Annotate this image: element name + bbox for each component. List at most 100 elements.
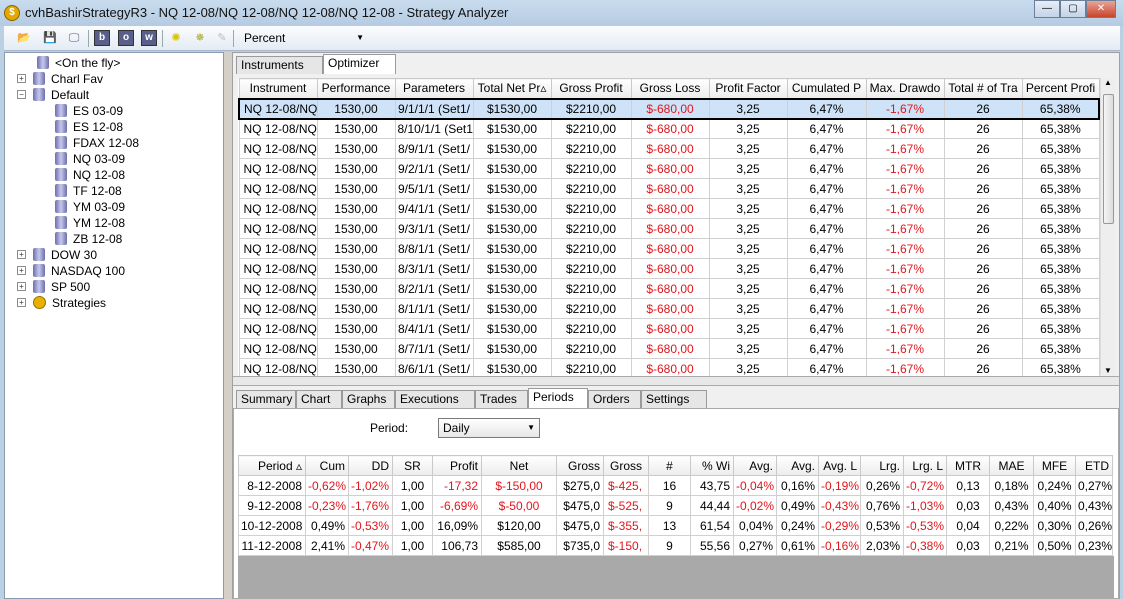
table-row[interactable]: NQ 12-08/NQ 1530,00 9/4/1/1 (Set1/$1530,00… [238, 198, 1100, 219]
tab-summary[interactable]: Summary [236, 390, 296, 408]
table-row[interactable]: NQ 12-08/NQ 1530,00 9/5/1/1 (Set1/$1530,00… [238, 178, 1100, 199]
tree-item[interactable]: YM 03-09 [55, 199, 125, 215]
table-row[interactable]: NQ 12-08/NQ 1530,00 9/3/1/1 (Set1/$1530,00… [238, 218, 1100, 239]
tab-orders[interactable]: Orders [588, 390, 641, 408]
table-row[interactable]: 10-12-2008 0,49% -0,53% 1,00 16,09% $120,00 $4… [238, 515, 1113, 536]
tree-item[interactable]: TF 12-08 [55, 183, 122, 199]
sparkle-arrow-icon[interactable]: ✵ [195, 32, 205, 44]
tree-item[interactable]: + SP 500 [17, 279, 90, 295]
column-header[interactable]: Gross Loss [630, 78, 710, 99]
w-button[interactable]: w [141, 30, 157, 46]
column-header[interactable]: ETD [1075, 455, 1113, 476]
close-button[interactable]: ✕ [1086, 0, 1116, 18]
vertical-splitter[interactable] [224, 52, 232, 599]
column-header[interactable]: Avg. [776, 455, 819, 476]
sparkle-icon[interactable]: ✺ [171, 32, 181, 44]
expander-icon[interactable]: + [17, 266, 26, 275]
maximize-button[interactable]: ▢ [1060, 0, 1086, 18]
column-header[interactable]: Gross [556, 455, 604, 476]
column-header[interactable]: Cumulated P [786, 78, 867, 99]
tab-chart[interactable]: Chart [296, 390, 342, 408]
table-row[interactable]: NQ 12-08/NQ 1530,00 8/2/1/1 (Set1/$1530,00… [238, 278, 1100, 299]
period-dropdown[interactable]: Daily ▼ [438, 418, 540, 438]
tree-item[interactable]: ES 03-09 [55, 103, 123, 119]
tree-item[interactable]: NQ 12-08 [55, 167, 125, 183]
minimize-button[interactable]: — [1034, 0, 1060, 18]
table-row[interactable]: 9-12-2008 -0,23% -1,76% 1,00 -6,69% $-50,00 $4… [238, 495, 1113, 516]
column-header[interactable]: Performance [316, 78, 396, 99]
table-row[interactable]: NQ 12-08/NQ 1530,00 8/7/1/1 (Set1/$1530,00… [238, 338, 1100, 359]
table-row[interactable]: NQ 12-08/NQ 1530,00 9/1/1/1 (Set1/$1530,00… [238, 97, 1100, 120]
expander-icon[interactable]: − [17, 90, 26, 99]
tree-item[interactable]: + Strategies [17, 295, 106, 311]
column-header[interactable]: Avg. [733, 455, 777, 476]
expander-icon[interactable]: + [17, 74, 26, 83]
tree-item[interactable]: + NASDAQ 100 [17, 263, 125, 279]
column-header[interactable]: Total Net Pr▵ [472, 78, 552, 99]
column-header[interactable]: % Wi [690, 455, 734, 476]
table-row[interactable]: NQ 12-08/NQ 1530,00 8/10/1/1 (Set1/$1530,0… [238, 118, 1100, 139]
table-row[interactable]: NQ 12-08/NQ 1530,00 8/9/1/1 (Set1/$1530,00… [238, 138, 1100, 159]
column-header[interactable]: Net [481, 455, 557, 476]
b-button[interactable]: b [94, 30, 110, 46]
column-header[interactable]: Profit [432, 455, 482, 476]
table-row[interactable]: NQ 12-08/NQ 1530,00 8/1/1/1 (Set1/$1530,00… [238, 298, 1100, 319]
tree-item[interactable]: FDAX 12-08 [55, 135, 139, 151]
tree-item[interactable]: − Default [17, 87, 89, 103]
display-mode-dropdown[interactable]: Percent ▼ [238, 28, 368, 48]
o-button[interactable]: o [118, 30, 134, 46]
tab-graphs[interactable]: Graphs [342, 390, 395, 408]
open-folder-icon[interactable]: 📂 [17, 32, 31, 44]
table-row[interactable]: NQ 12-08/NQ 1530,00 8/3/1/1 (Set1/$1530,00… [238, 258, 1100, 279]
tree-item[interactable]: YM 12-08 [55, 215, 125, 231]
column-header[interactable]: Cum [305, 455, 349, 476]
tab-executions[interactable]: Executions [395, 390, 475, 408]
column-header[interactable]: # [648, 455, 691, 476]
pin-icon[interactable]: ✎ [217, 32, 227, 44]
save-icon[interactable]: 💾 [43, 32, 57, 44]
horizontal-splitter[interactable] [233, 376, 1119, 386]
tab-settings[interactable]: Settings [641, 390, 707, 408]
column-header[interactable]: MFE [1033, 455, 1076, 476]
column-header[interactable]: Max. Drawdo [865, 78, 945, 99]
expander-icon[interactable]: + [17, 298, 26, 307]
column-header[interactable]: Lrg. L [903, 455, 947, 476]
column-header[interactable]: Avg. L [818, 455, 861, 476]
expander-icon[interactable]: + [17, 282, 26, 291]
column-header[interactable]: DD [348, 455, 393, 476]
column-header[interactable]: Period ▵ [238, 455, 306, 476]
expander-icon[interactable]: + [17, 250, 26, 259]
vertical-scrollbar[interactable]: ▲ ▼ [1100, 78, 1115, 375]
column-header[interactable]: Gross [603, 455, 649, 476]
tab-instruments[interactable]: Instruments [236, 56, 323, 74]
scroll-thumb[interactable] [1103, 94, 1114, 224]
tab-trades[interactable]: Trades [475, 390, 528, 408]
table-row[interactable]: NQ 12-08/NQ 1530,00 8/4/1/1 (Set1/$1530,00… [238, 318, 1100, 339]
scroll-down-icon[interactable]: ▼ [1104, 366, 1112, 375]
monitor-icon[interactable]: 🖵 [68, 32, 80, 44]
table-row[interactable]: NQ 12-08/NQ 1530,00 8/8/1/1 (Set1/$1530,00… [238, 238, 1100, 259]
column-header[interactable]: MTR [946, 455, 990, 476]
column-header[interactable]: SR [392, 455, 433, 476]
tab-periods[interactable]: Periods [528, 388, 588, 408]
table-row[interactable]: 11-12-2008 2,41% -0,47% 1,00 106,73 $585,00 $7… [238, 535, 1113, 556]
table-row[interactable]: 8-12-2008 -0,62% -1,02% 1,00 -17,32 $-150,00 $… [238, 475, 1113, 496]
tab-optimizer[interactable]: Optimizer [323, 54, 396, 74]
tree-item[interactable]: + DOW 30 [17, 247, 97, 263]
column-header[interactable]: Profit Factor [708, 78, 788, 99]
tree-item[interactable]: NQ 03-09 [55, 151, 125, 167]
table-row[interactable]: NQ 12-08/NQ 1530,00 9/2/1/1 (Set1/$1530,00… [238, 158, 1100, 179]
tree-item[interactable]: <On the fly> [37, 55, 120, 71]
tree-item[interactable]: + Charl Fav [17, 71, 103, 87]
column-header[interactable]: Instrument [238, 78, 318, 99]
scroll-up-icon[interactable]: ▲ [1104, 78, 1112, 87]
column-header[interactable]: Lrg. [860, 455, 904, 476]
table-cell: 0,03 [946, 495, 990, 516]
tree-item[interactable]: ZB 12-08 [55, 231, 122, 247]
column-header[interactable]: Gross Profit [550, 78, 632, 99]
tree-item[interactable]: ES 12-08 [55, 119, 123, 135]
column-header[interactable]: Parameters [394, 78, 474, 99]
column-header[interactable]: MAE [989, 455, 1034, 476]
column-header[interactable]: Total # of Tra [943, 78, 1023, 99]
column-header[interactable]: Percent Profi [1021, 78, 1100, 99]
